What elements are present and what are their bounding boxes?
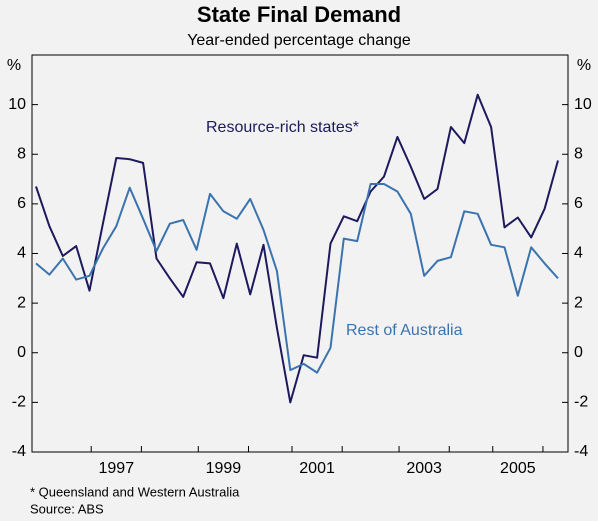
y2-tick-label: 6 [574, 195, 583, 212]
y-tick-label: 6 [17, 195, 26, 212]
chart-title: State Final Demand [197, 2, 401, 27]
y-unit-label: % [7, 57, 21, 74]
series-line [35, 183, 559, 374]
x-tick-label: 1999 [206, 460, 242, 477]
x-tick-label: 1997 [99, 460, 135, 477]
y2-tick-label: -2 [574, 394, 588, 411]
y-tick-label: -4 [12, 443, 26, 460]
x-tick-label: 2003 [406, 460, 442, 477]
y2-tick-label: 10 [574, 96, 592, 113]
y-tick-label: -2 [12, 394, 26, 411]
series-label: Rest of Australia [346, 322, 463, 339]
source: Source: ABS [30, 501, 104, 516]
footnote: * Queensland and Western Australia [30, 484, 240, 499]
y-tick-label: 0 [17, 344, 26, 361]
chart-subtitle: Year-ended percentage change [187, 32, 411, 49]
y2-tick-label: 0 [574, 344, 583, 361]
y-tick-label: 4 [17, 245, 26, 262]
y2-unit-label: % [577, 57, 591, 74]
y2-tick-label: 8 [574, 145, 583, 162]
x-tick-label: 2005 [500, 460, 536, 477]
y2-tick-label: 2 [574, 294, 583, 311]
y-tick-label: 10 [8, 96, 26, 113]
x-tick-label: 2001 [299, 460, 335, 477]
series-label: Resource-rich states* [206, 119, 359, 136]
y-tick-label: 2 [17, 294, 26, 311]
plot-frame [31, 54, 569, 453]
series-line [35, 93, 559, 404]
y2-tick-label: -4 [574, 443, 588, 460]
y2-tick-label: 4 [574, 245, 583, 262]
y-tick-label: 8 [17, 145, 26, 162]
